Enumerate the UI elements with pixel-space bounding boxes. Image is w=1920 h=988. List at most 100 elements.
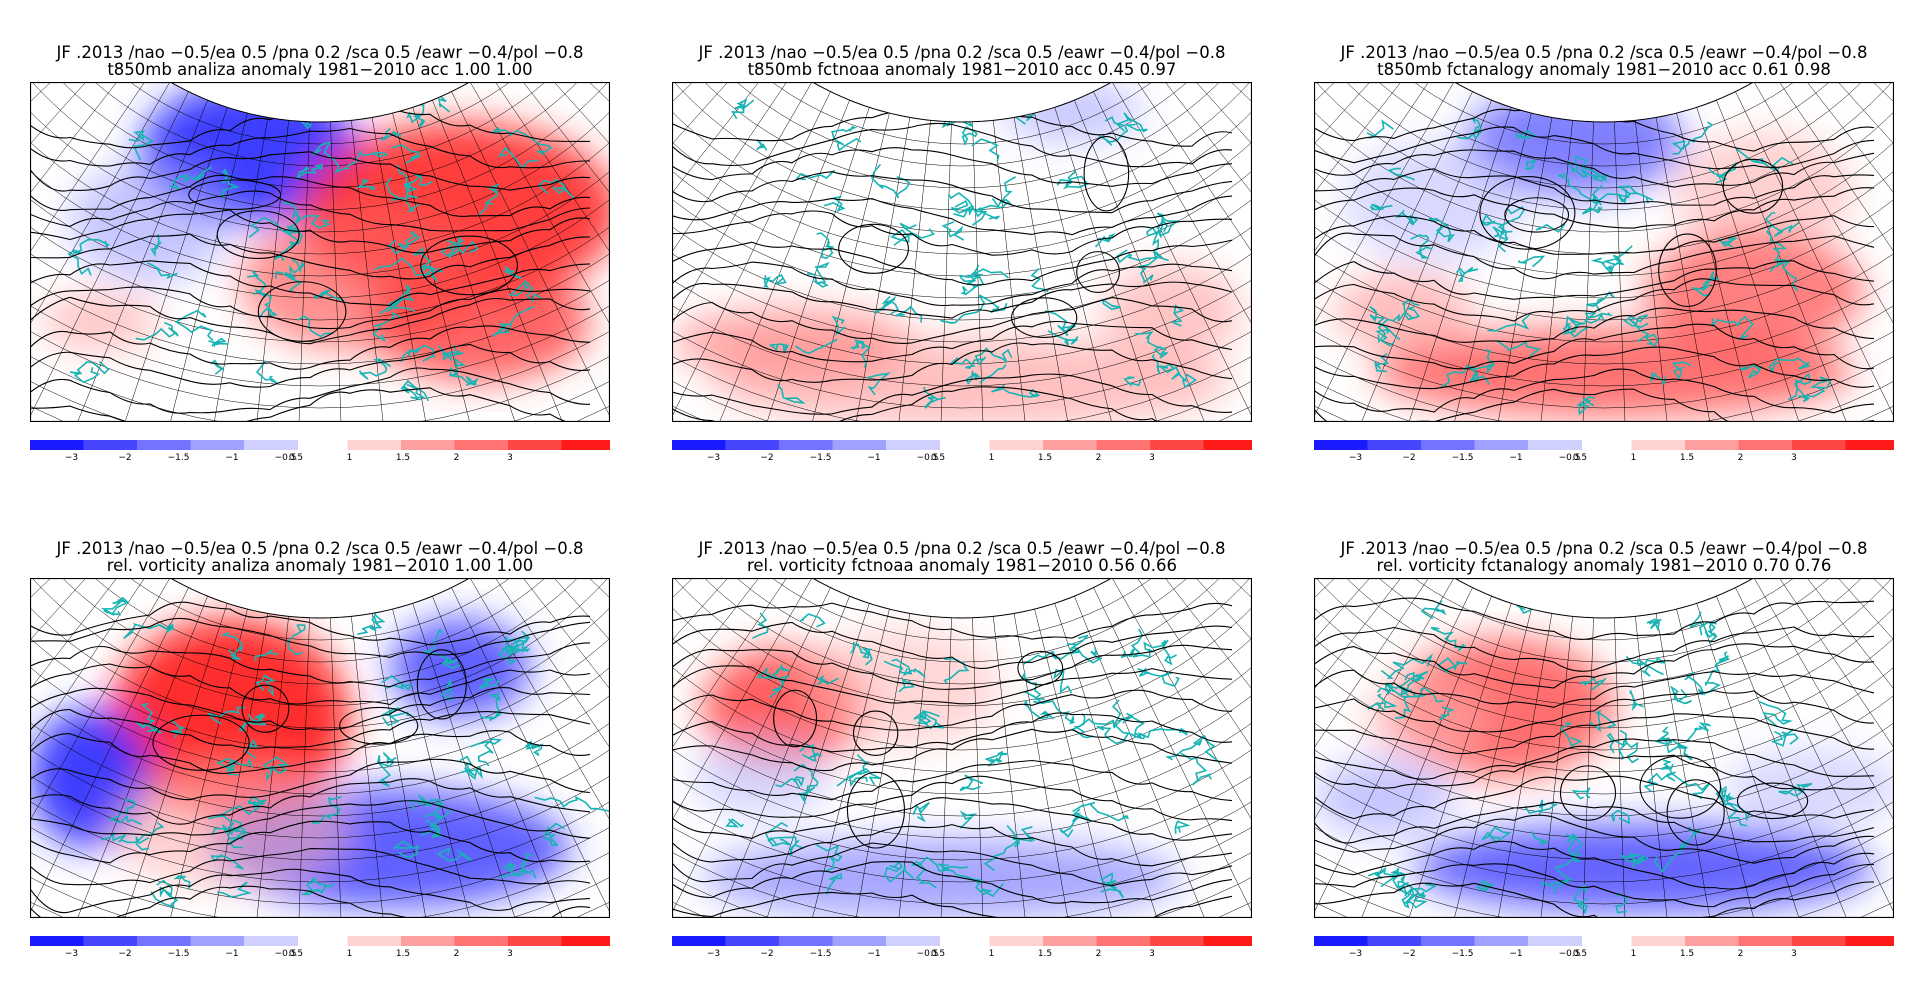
panel-vort-analiza: JF .2013 /nao −0.5/ea 0.5 /pna 0.2 /sca …	[20, 540, 620, 980]
colorbar-swatch-negative	[725, 936, 780, 946]
map-canvas	[672, 578, 1252, 918]
colorbar-tick-label: 2	[1095, 453, 1102, 463]
colorbar: −3 −2 −1.5 −1 −0.5 0.5 1 1.5 2 3	[672, 933, 1258, 963]
colorbar-tick-label: 2	[1737, 949, 1744, 959]
colorbar-swatches	[1314, 440, 1900, 450]
colorbar-swatch-negative	[886, 936, 940, 946]
colorbar-tick-label: 0.5	[930, 949, 946, 959]
colorbar-swatch-positive	[1631, 936, 1686, 946]
colorbar-tick-label: 3	[507, 949, 513, 959]
colorbar-swatch-positive	[347, 936, 402, 946]
map-plot	[30, 82, 610, 422]
colorbar-tick-label: −1	[867, 949, 881, 959]
colorbar-swatch-positive	[989, 936, 1044, 946]
colorbar-tick-label: 3	[1149, 949, 1155, 959]
map-plot	[1314, 578, 1894, 918]
latlon-grid	[30, 82, 610, 422]
map-canvas	[1314, 82, 1894, 422]
colorbar-swatch-positive	[1096, 936, 1151, 946]
panel-title-line1: JF .2013 /nao −0.5/ea 0.5 /pna 0.2 /sca …	[56, 539, 584, 558]
colorbar-swatch-negative	[190, 936, 245, 946]
colorbar-swatch-negative	[1421, 936, 1475, 946]
colorbar-swatch-negative	[137, 440, 191, 450]
colorbar-swatch-negative	[1367, 440, 1422, 450]
map-boundary	[169, 578, 471, 619]
latlon-grid	[672, 82, 1252, 422]
colorbar-swatch-positive	[1043, 936, 1097, 946]
colorbar-swatch-positive	[508, 440, 562, 450]
anomaly-shading	[1334, 87, 1864, 417]
panel-title-line2: rel. vorticity analiza anomaly 1981−2010…	[106, 556, 534, 575]
colorbar-tick-label: 2	[453, 453, 460, 463]
colorbar-tick-label: 1.5	[1679, 453, 1695, 463]
colorbar-tick-label: 1	[346, 949, 353, 959]
colorbar-tick-label: 0.5	[288, 453, 304, 463]
colorbar-swatch-negative	[672, 440, 726, 450]
panel-t850-fctnoaa: JF .2013 /nao −0.5/ea 0.5 /pna 0.2 /sca …	[662, 44, 1262, 484]
map-plot	[672, 82, 1252, 422]
colorbar-tick-label: 2	[1737, 453, 1744, 463]
map-frame	[1314, 82, 1894, 422]
colorbar-tick-label: 1.5	[1037, 949, 1053, 959]
panel-title-line1: JF .2013 /nao −0.5/ea 0.5 /pna 0.2 /sca …	[1340, 43, 1868, 62]
colorbar-swatch-positive	[1738, 936, 1793, 946]
map-boundary	[1453, 578, 1755, 619]
colorbar-swatch-positive	[454, 936, 509, 946]
colorbar-swatches	[672, 440, 1258, 450]
colorbar-swatch-negative	[244, 936, 298, 946]
contour-lines	[30, 601, 591, 918]
colorbar-tick-label: 1	[1630, 949, 1637, 959]
map-plot	[1314, 82, 1894, 422]
colorbar-swatch-negative	[190, 440, 245, 450]
colorbar-swatch-positive	[561, 936, 616, 946]
panel-title-line1: JF .2013 /nao −0.5/ea 0.5 /pna 0.2 /sca …	[698, 539, 1226, 558]
colorbar: −3 −2 −1.5 −1 −0.5 0.5 1 1.5 2 3	[30, 437, 616, 467]
colorbar-tick-label: −3	[706, 453, 721, 463]
panel-title-line2: t850mb fctanalogy anomaly 1981−2010 acc …	[1377, 60, 1831, 79]
colorbar-tick-label: −1.5	[167, 453, 190, 463]
coastlines	[1366, 89, 1832, 416]
colorbar-swatch-negative	[725, 440, 780, 450]
colorbar-tick-label: −0.5	[274, 453, 297, 463]
colorbar-tick-label: −3	[1348, 453, 1363, 463]
colorbar-swatch-negative	[832, 440, 887, 450]
colorbar-swatch-positive	[401, 440, 455, 450]
colorbar-tick-label: −1	[1509, 453, 1523, 463]
colorbar-tick-label: −2	[118, 453, 132, 463]
latlon-grid	[1314, 578, 1894, 918]
colorbar-tick-label: −3	[64, 949, 79, 959]
map-frame	[672, 578, 1252, 918]
colorbar-swatch-positive	[401, 936, 455, 946]
colorbar-tick-label: 0.5	[930, 453, 946, 463]
panel-title-line2: t850mb analiza anomaly 1981−2010 acc 1.0…	[107, 60, 533, 79]
colorbar-tick-label: 0.5	[1572, 453, 1588, 463]
panel-vort-fctnoaa: JF .2013 /nao −0.5/ea 0.5 /pna 0.2 /sca …	[662, 540, 1262, 980]
map-canvas	[30, 82, 610, 422]
colorbar-tick-label: −2	[1402, 949, 1416, 959]
colorbar-tick-label: −1.5	[1451, 949, 1474, 959]
colorbar-tick-label: −3	[1348, 949, 1363, 959]
contour-lines	[672, 602, 1233, 918]
colorbar-tick-label: 1.5	[1679, 949, 1695, 959]
colorbar-swatch-positive	[508, 936, 562, 946]
panel-vort-fctanalogy: JF .2013 /nao −0.5/ea 0.5 /pna 0.2 /sca …	[1304, 540, 1904, 980]
colorbar-swatch-positive	[1631, 440, 1686, 450]
map-frame	[1314, 578, 1894, 918]
panel-title-line1: JF .2013 /nao −0.5/ea 0.5 /pna 0.2 /sca …	[698, 43, 1226, 62]
panel-title-line1: JF .2013 /nao −0.5/ea 0.5 /pna 0.2 /sca …	[1340, 539, 1868, 558]
map-frame	[30, 82, 610, 422]
colorbar-tick-label: 1.5	[395, 949, 411, 959]
colorbar-tick-label: −0.5	[1558, 949, 1581, 959]
colorbar-swatches	[1314, 936, 1900, 946]
coastlines	[725, 609, 1221, 899]
colorbar-tick-label: −3	[706, 949, 721, 959]
colorbar: −3 −2 −1.5 −1 −0.5 0.5 1 1.5 2 3	[672, 437, 1258, 467]
colorbar-swatch-positive	[1792, 440, 1846, 450]
colorbar-tick-label: −1	[1509, 949, 1523, 959]
colorbar-swatch-positive	[1738, 440, 1793, 450]
colorbar-swatch-positive	[1203, 936, 1258, 946]
colorbar-swatches	[672, 936, 1258, 946]
colorbar-tick-label: −1	[225, 949, 239, 959]
colorbar-swatches	[30, 440, 616, 450]
colorbar-swatch-positive	[1150, 936, 1204, 946]
